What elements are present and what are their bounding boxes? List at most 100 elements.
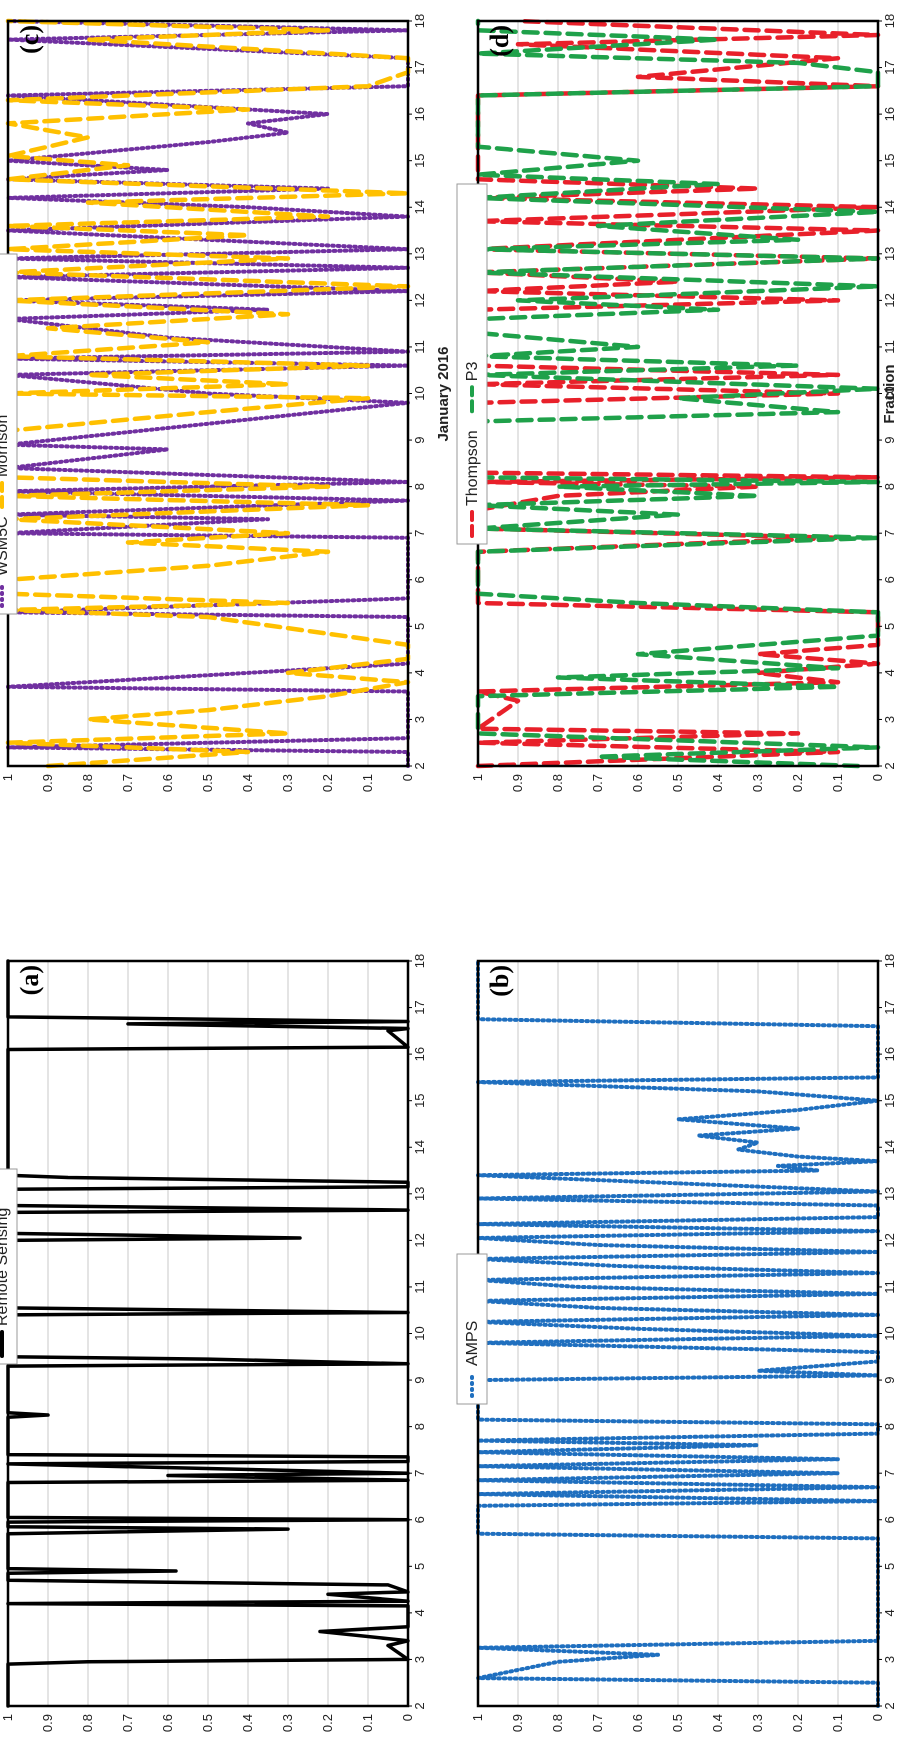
legend: Thompson P3 — [456, 183, 488, 545]
x-tick-label: 18 — [412, 14, 427, 28]
x-tick-label: 17 — [412, 60, 427, 74]
x-tick-label: 14 — [882, 200, 897, 214]
y-tick-label: 0.3 — [280, 1714, 295, 1732]
y-tick-label: 0.1 — [830, 774, 845, 792]
legend-box — [0, 253, 18, 615]
y-tick-label: 0.7 — [590, 1714, 605, 1732]
x-tick-label: 16 — [412, 107, 427, 121]
panel-a: 2 3 4 5 6 7 8 9 10 11 12 13 14 15 16 17 18 0 0.1 0.2 0.3 0.4 0… — [0, 954, 427, 1732]
x-tick-label: 2 — [882, 762, 897, 769]
x-tick-label: 2 — [412, 762, 427, 769]
x-tick-label: 8 — [412, 1423, 427, 1430]
x-tick-label: 16 — [882, 1047, 897, 1061]
x-tick-label: 18 — [882, 14, 897, 28]
y-tick-label: 0.5 — [670, 1714, 685, 1732]
y-tick-label: 0.3 — [280, 774, 295, 792]
x-tick-label: 10 — [882, 386, 897, 400]
panel-b: 2 3 4 5 6 7 8 9 10 11 12 13 14 15 16 17 18 0 0.1 0.2 0.3 0.4 0… — [456, 954, 897, 1732]
panel-c: 2 3 4 5 6 7 8 9 10 11 12 13 14 15 16 17 18 0 0.1 0.2 0.3 0.4 0… — [0, 14, 427, 792]
x-tick-label: 17 — [412, 1000, 427, 1014]
legend-label: Morrison — [0, 415, 11, 477]
legend-box — [456, 1253, 488, 1405]
y-tick-label: 0.7 — [120, 1714, 135, 1732]
y-tick-label: 0.8 — [550, 774, 565, 792]
x-tick-label: 16 — [412, 1047, 427, 1061]
y-tick-label: 0.8 — [550, 1714, 565, 1732]
x-tick-label: 6 — [412, 576, 427, 583]
y-tick-label: 0.1 — [830, 1714, 845, 1732]
x-tick-label: 2 — [412, 1702, 427, 1709]
y-tick-label: 0.5 — [200, 774, 215, 792]
x-tick-label: 3 — [412, 1656, 427, 1663]
x-tick-label: 10 — [412, 1326, 427, 1340]
y-tick-label: 0.1 — [360, 774, 375, 792]
x-tick-label: 8 — [882, 483, 897, 490]
y-tick-label: 0.4 — [710, 1714, 725, 1732]
x-tick-label: 5 — [412, 623, 427, 630]
legend-box — [456, 183, 488, 545]
x-tick-label: 3 — [412, 716, 427, 723]
x-tick-label: 7 — [412, 1470, 427, 1477]
y-tick-label: 0.6 — [160, 1714, 175, 1732]
x-tick-label: 11 — [882, 1280, 897, 1294]
panel-label: (d) — [485, 25, 514, 57]
legend-label: Remote Sensing — [0, 1208, 11, 1326]
x-tick-label: 10 — [882, 1326, 897, 1340]
rotated-figure: Fraction January 2016 234567891011121314… — [0, 14, 898, 1732]
y-tick-label: 1 — [0, 774, 15, 781]
y-tick-label: 0.2 — [790, 1714, 805, 1732]
x-tick-label: 11 — [882, 340, 897, 354]
y-tick-label: 0.9 — [510, 1714, 525, 1732]
panel-label: (a) — [15, 965, 44, 995]
y-tick-label: 1 — [470, 1714, 485, 1721]
legend-label: P3 — [464, 362, 481, 382]
x-tick-label: 14 — [412, 1140, 427, 1154]
y-tick-label: 0.6 — [630, 1714, 645, 1732]
x-tick-label: 4 — [882, 1609, 897, 1616]
legend-label: Thompson — [464, 430, 481, 506]
x-tick-label: 4 — [412, 1609, 427, 1616]
y-tick-label: 0.3 — [750, 774, 765, 792]
y-tick-label: 0.6 — [630, 774, 645, 792]
x-tick-label: 12 — [412, 1233, 427, 1247]
x-tick-label: 7 — [882, 1470, 897, 1477]
x-tick-label: 4 — [882, 669, 897, 676]
x-tick-label: 13 — [882, 1187, 897, 1201]
x-tick-label: 13 — [412, 1187, 427, 1201]
y-tick-label: 0.8 — [80, 1714, 95, 1732]
x-tick-label: 12 — [412, 293, 427, 307]
x-tick-label: 15 — [882, 153, 897, 167]
x-tick-label: 12 — [882, 1233, 897, 1247]
y-tick-label: 1 — [470, 774, 485, 781]
x-tick-label: 11 — [412, 1280, 427, 1294]
ylabel-top: Fraction — [881, 364, 898, 423]
y-tick-label: 0.2 — [790, 774, 805, 792]
legend: WSM5C Morrison — [0, 253, 18, 615]
x-tick-label: 16 — [882, 107, 897, 121]
x-tick-label: 13 — [412, 247, 427, 261]
x-tick-label: 6 — [882, 1516, 897, 1523]
xlabel-left: January 2016 — [435, 346, 452, 441]
x-tick-label: 6 — [882, 576, 897, 583]
x-tick-label: 14 — [882, 1140, 897, 1154]
y-tick-label: 0 — [400, 1714, 415, 1721]
x-tick-label: 6 — [412, 1516, 427, 1523]
x-tick-label: 10 — [412, 386, 427, 400]
legend-box — [0, 1168, 18, 1365]
x-tick-label: 5 — [882, 1563, 897, 1570]
y-tick-label: 0.9 — [40, 1714, 55, 1732]
y-tick-label: 0.2 — [320, 774, 335, 792]
x-tick-label: 17 — [882, 60, 897, 74]
x-tick-label: 18 — [882, 954, 897, 968]
y-tick-label: 0.2 — [320, 1714, 335, 1732]
x-tick-label: 14 — [412, 200, 427, 214]
x-tick-label: 12 — [882, 293, 897, 307]
legend: AMPS — [456, 1253, 488, 1405]
x-tick-label: 3 — [882, 1656, 897, 1663]
y-tick-label: 0 — [400, 774, 415, 781]
x-tick-label: 9 — [412, 1376, 427, 1383]
x-tick-label: 9 — [882, 436, 897, 443]
y-tick-label: 0.6 — [160, 774, 175, 792]
series-wsm5c — [6, 19, 410, 768]
